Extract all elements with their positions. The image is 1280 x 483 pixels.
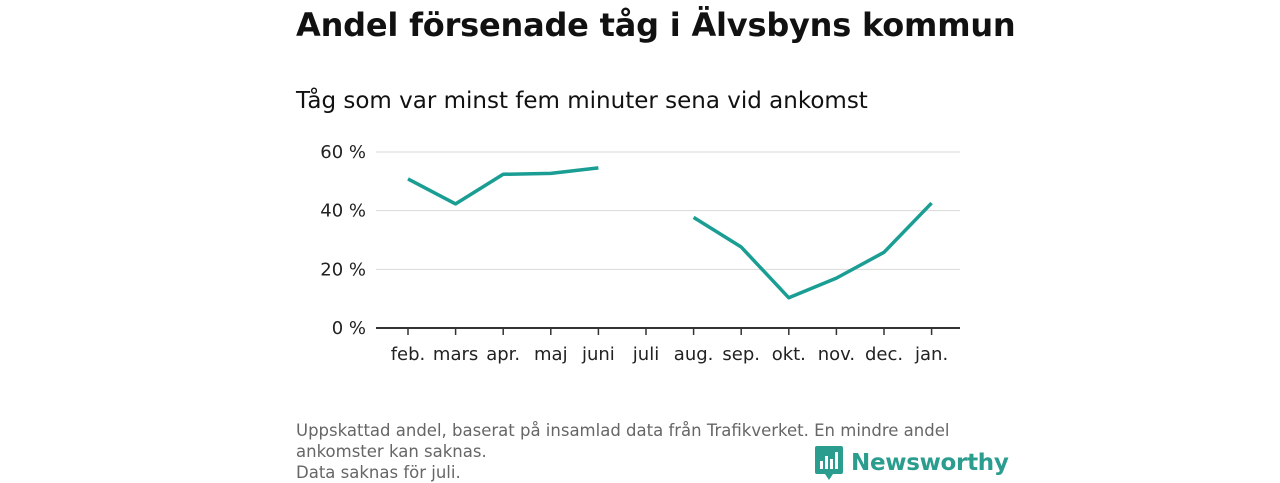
x-tick-label: nov.	[818, 344, 855, 365]
x-tick-label: sep.	[722, 344, 760, 365]
footnote-missing-data: Data saknas för juli.	[296, 463, 461, 482]
chart-subtitle: Tåg som var minst fem minuter sena vid a…	[296, 88, 868, 114]
x-tick-label: juni	[581, 344, 615, 365]
series-line-segment	[692, 201, 933, 300]
x-tick-label: mars	[433, 344, 478, 365]
x-tick-label: juli	[632, 344, 659, 365]
y-axis-tick-labels: 0 % 20 % 40 % 60 %	[320, 142, 366, 339]
newsworthy-logo-text: Newsworthy	[851, 450, 1009, 476]
x-tick-label: feb.	[391, 344, 426, 365]
x-tick-label: jan.	[914, 344, 948, 365]
footnote: Uppskattad andel, baserat på insamlad da…	[296, 420, 996, 483]
x-tick-label: maj	[534, 344, 568, 365]
series-lines	[407, 166, 933, 300]
x-tick-label: dec.	[865, 344, 903, 365]
x-tick-label: aug.	[674, 344, 714, 365]
y-tick-label: 40 %	[320, 201, 366, 222]
x-tick-label: okt.	[772, 344, 806, 365]
newsworthy-logo-icon	[815, 446, 843, 480]
footnote-source: Uppskattad andel, baserat på insamlad da…	[296, 421, 950, 461]
x-axis-ticks: feb. mars apr. maj juni juli aug. sep. okt. nov. d…	[391, 328, 948, 365]
series-line-segment	[407, 166, 599, 206]
x-tick-label: apr.	[486, 344, 520, 365]
y-tick-label: 0 %	[332, 318, 366, 339]
gridlines	[376, 151, 960, 270]
y-tick-label: 60 %	[320, 142, 366, 163]
y-tick-label: 20 %	[320, 259, 366, 280]
newsworthy-logo: Newsworthy	[815, 446, 1009, 480]
chart-title: Andel försenade tåg i Älvsbyns kommun	[296, 6, 1016, 44]
